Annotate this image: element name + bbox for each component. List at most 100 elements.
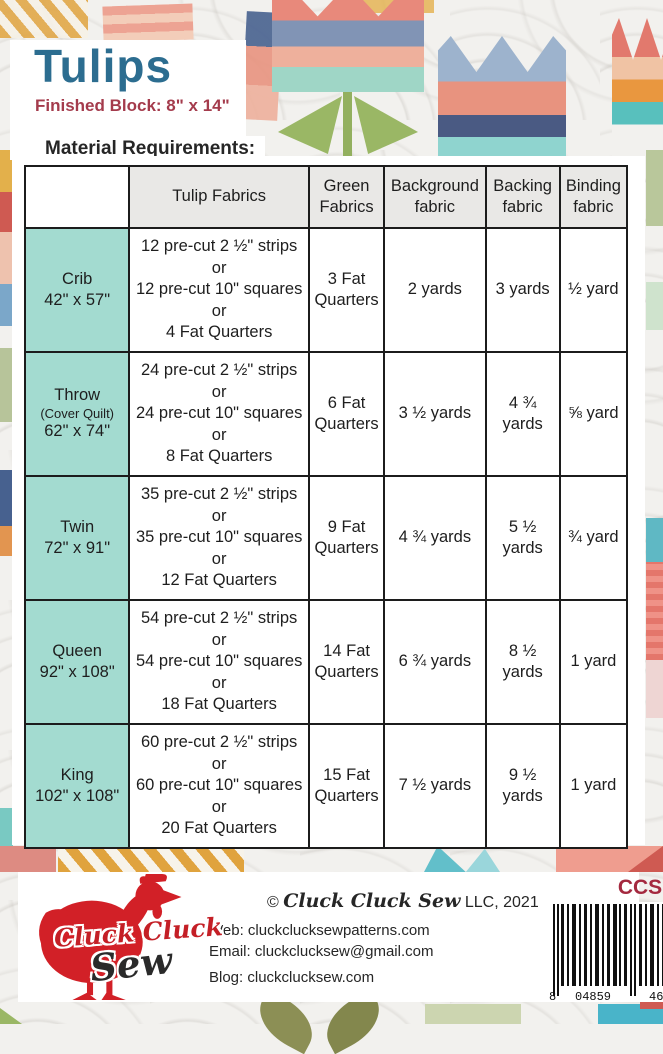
table-header-row: Tulip Fabrics Green Fabrics Background f…: [23, 165, 629, 229]
or-separator: or: [211, 673, 227, 692]
green-fabrics-cell: 14 Fat Quarters: [307, 599, 386, 725]
table-row-throw: Throw (Cover Quilt) 62" x 74" 24 pre-cut…: [23, 351, 629, 477]
quilt-fabric-patch: [425, 1004, 521, 1024]
barcode-digit-group2: 46554: [649, 990, 663, 1002]
quilt-fabric-patch: [0, 150, 13, 192]
table-row-crib: Crib 42" x 57" 12 pre-cut 2 ½" strips or…: [23, 227, 629, 353]
web-line: Web: cluckclucksewpatterns.com: [209, 922, 539, 939]
tulip-option: 8 Fat Quarters: [165, 447, 273, 466]
tulip-fabrics-cell: 54 pre-cut 2 ½" strips or 54 pre-cut 10"…: [128, 599, 310, 725]
tulip-option: 12 Fat Quarters: [161, 571, 277, 590]
binding-fabric-cell: 1 yard: [558, 599, 629, 725]
web-label: Web:: [209, 922, 244, 939]
size-label-cell: Throw (Cover Quilt) 62" x 74": [23, 351, 131, 477]
tulip-option: 35 pre-cut 2 ½" strips: [141, 485, 298, 504]
green-fabrics-cell: 9 Fat Quarters: [307, 475, 386, 601]
binding-fabric-cell: ¾ yard: [558, 475, 629, 601]
quilt-fabric-patch: [0, 284, 13, 326]
tulip-block-icon: [438, 36, 566, 156]
tulip-option: 12 pre-cut 2 ½" strips: [141, 237, 298, 256]
size-label-cell: Crib 42" x 57": [23, 227, 131, 353]
quilt-fabric-patch: [640, 1000, 663, 1009]
binding-fabric-cell: ⅝ yard: [558, 351, 629, 477]
copyright-symbol: ©: [267, 894, 279, 911]
footer-contact-block: © Cluck Cluck Sew LLC, 2021 Web: cluckcl…: [203, 872, 539, 1002]
quilt-fabric-patch: [646, 562, 663, 660]
barcode: 8 04859 46554 2: [548, 902, 663, 1002]
finished-block-label: Finished Block: 8" x 14": [35, 96, 230, 116]
email-label: Email:: [209, 943, 251, 960]
tulip-fabrics-cell: 60 pre-cut 2 ½" strips or 60 pre-cut 10"…: [128, 723, 310, 849]
quilt-fabric-patch: [102, 3, 194, 43]
tulip-option: 20 Fat Quarters: [161, 819, 277, 838]
size-label-cell: King 102" x 108": [23, 723, 131, 849]
background-fabric-cell: 4 ¾ yards: [383, 475, 487, 601]
size-dimensions: 42" x 57": [44, 291, 111, 309]
pattern-number: CCS #200: [617, 876, 663, 899]
quilt-fabric-patch: [646, 518, 663, 562]
tulip-option: 4 Fat Quarters: [165, 323, 273, 342]
chicken-icon: [39, 874, 182, 1000]
or-separator: or: [211, 549, 227, 568]
header-green-fabrics: Green Fabrics: [307, 165, 386, 229]
quilt-fabric-patch: [0, 526, 13, 556]
size-name: Throw: [54, 386, 101, 405]
cluck-cluck-sew-logo: Cluck Cluck Sew: [18, 872, 224, 1002]
tulip-option: 12 pre-cut 10" squares: [135, 280, 303, 299]
tulip-option: 54 pre-cut 2 ½" strips: [141, 609, 298, 628]
background-fabric-cell: 7 ½ yards: [383, 723, 487, 849]
copyright-suffix: LLC, 2021: [464, 894, 539, 911]
size-name: King: [60, 765, 94, 784]
or-separator: or: [211, 630, 227, 649]
quilt-fabric-patch: [598, 1004, 663, 1024]
green-fabrics-cell: 15 Fat Quarters: [307, 723, 386, 849]
blog-line: Blog: cluckclucksew.com: [209, 969, 539, 986]
quilt-fabric-patch: [646, 660, 663, 718]
binding-fabric-cell: 1 yard: [558, 723, 629, 849]
size-name: Queen: [52, 641, 102, 660]
logo-text-sew: Sew: [87, 937, 175, 991]
quilt-fabric-patch: [0, 232, 13, 284]
page-title: Tulips: [34, 40, 173, 92]
backing-fabric-cell: 3 yards: [484, 227, 561, 353]
table-row-queen: Queen 92" x 108" 54 pre-cut 2 ½" strips …: [23, 599, 629, 725]
or-separator: or: [211, 301, 227, 320]
tulip-block-icon: [272, 0, 424, 160]
background-fabric-cell: 3 ½ yards: [383, 351, 487, 477]
quilt-fabric-patch: [0, 808, 13, 846]
or-separator: or: [211, 797, 227, 816]
blog-label: Blog:: [209, 969, 244, 986]
material-requirements-panel: Tulip Fabrics Green Fabrics Background f…: [12, 156, 645, 849]
or-separator: or: [211, 425, 227, 444]
size-note: (Cover Quilt): [40, 405, 115, 421]
background-fabric-cell: 6 ¾ yards: [383, 599, 487, 725]
footer-panel: Cluck Cluck Sew © Cluck Cluck Sew LLC, 2…: [18, 872, 663, 1002]
web-url: cluckclucksewpatterns.com: [247, 922, 430, 939]
size-label-cell: Twin 72" x 91": [23, 475, 131, 601]
tulip-option: 54 pre-cut 10" squares: [135, 652, 303, 671]
tulip-option: 60 pre-cut 10" squares: [135, 776, 303, 795]
tulip-option: 24 pre-cut 2 ½" strips: [141, 361, 298, 380]
backing-fabric-cell: 8 ½ yards: [484, 599, 561, 725]
header-binding-fabric: Binding fabric: [558, 165, 629, 229]
tulip-fabrics-cell: 35 pre-cut 2 ½" strips or 35 pre-cut 10"…: [128, 475, 310, 601]
quilt-fabric-patch: [646, 282, 663, 330]
table-row-king: King 102" x 108" 60 pre-cut 2 ½" strips …: [23, 723, 629, 849]
footer-code-block: CCS #200 8 04859 4655: [539, 872, 663, 1002]
green-fabrics-cell: 3 Fat Quarters: [307, 227, 386, 353]
background-fabric-cell: 2 yards: [383, 227, 487, 353]
header-backing-fabric: Backing fabric: [484, 165, 561, 229]
header-tulip-fabrics: Tulip Fabrics: [128, 165, 310, 229]
size-dimensions: 62" x 74": [44, 422, 111, 441]
quilt-fabric-patch: [0, 0, 88, 38]
size-name: Crib: [62, 269, 93, 288]
email-address: cluckclucksew@gmail.com: [254, 943, 434, 960]
or-separator: or: [211, 754, 227, 773]
quilt-fabric-patch: [58, 846, 244, 872]
or-separator: or: [211, 506, 227, 525]
table-row-twin: Twin 72" x 91" 35 pre-cut 2 ½" strips or…: [23, 475, 629, 601]
tulip-option: 18 Fat Quarters: [161, 695, 277, 714]
barcode-digit-group1: 04859: [575, 990, 611, 1002]
size-name: Twin: [60, 517, 95, 536]
or-separator: or: [211, 258, 227, 277]
